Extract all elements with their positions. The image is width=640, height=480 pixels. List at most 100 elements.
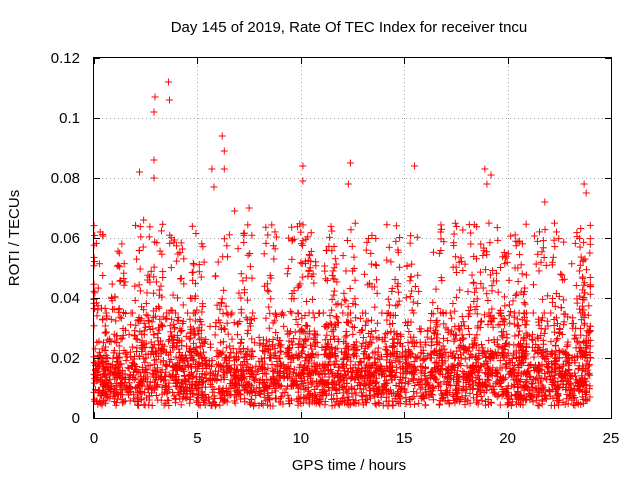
data-point (514, 331, 522, 339)
data-point (517, 375, 525, 383)
data-point (240, 239, 248, 247)
data-point (251, 377, 259, 385)
data-point (392, 222, 400, 230)
data-point (275, 398, 283, 406)
data-point (303, 298, 311, 306)
data-point (336, 377, 344, 385)
data-point (434, 305, 442, 313)
data-point (545, 387, 553, 395)
data-point (445, 369, 453, 377)
data-point (466, 389, 474, 397)
data-point (331, 255, 339, 263)
data-point (142, 323, 150, 331)
data-point (221, 396, 229, 404)
data-point (513, 391, 521, 399)
data-point (394, 390, 402, 398)
data-point (456, 360, 464, 368)
data-point (583, 397, 591, 405)
data-point (231, 399, 239, 407)
data-point (446, 389, 454, 397)
data-point (211, 394, 219, 402)
data-point (248, 367, 256, 375)
data-point (220, 286, 228, 294)
data-point (174, 250, 182, 258)
data-point (176, 395, 184, 403)
data-point (422, 385, 430, 393)
data-point (391, 372, 399, 380)
data-point (495, 391, 503, 399)
data-point (343, 361, 351, 369)
data-point (529, 309, 537, 317)
data-point (246, 373, 254, 381)
data-point (464, 288, 472, 296)
data-point (244, 296, 252, 304)
data-point (321, 370, 329, 378)
data-point (544, 364, 552, 372)
data-point (204, 377, 212, 385)
data-point (121, 370, 129, 378)
data-point (346, 285, 354, 293)
data-point (294, 320, 302, 328)
data-point (496, 401, 504, 409)
data-point (121, 278, 129, 286)
data-point (582, 377, 590, 385)
data-point (571, 401, 579, 409)
data-point (385, 243, 393, 251)
data-point (555, 235, 563, 243)
data-point (299, 177, 307, 185)
data-point (134, 392, 142, 400)
data-point (375, 366, 383, 374)
data-point (218, 132, 226, 140)
data-point (539, 295, 547, 303)
data-point (299, 399, 307, 407)
data-point (117, 276, 125, 284)
data-point (259, 358, 267, 366)
data-point (381, 381, 389, 389)
data-point (479, 344, 487, 352)
data-point (372, 261, 380, 269)
data-point (358, 396, 366, 404)
data-point (150, 108, 158, 116)
data-point (392, 302, 400, 310)
data-point (141, 388, 149, 396)
data-point (99, 370, 107, 378)
data-point (277, 341, 285, 349)
data-point (210, 183, 218, 191)
data-point (529, 336, 537, 344)
data-point (244, 251, 252, 259)
data-point (102, 329, 110, 337)
x-tick-label: 0 (90, 430, 98, 447)
data-point (308, 362, 316, 370)
data-point (529, 281, 537, 289)
data-point (112, 317, 120, 325)
data-point (351, 276, 359, 284)
data-point (402, 294, 410, 302)
data-point (198, 308, 206, 316)
data-point (518, 270, 526, 278)
data-point (384, 295, 392, 303)
data-point (402, 369, 410, 377)
data-point (411, 282, 419, 290)
y-tick-label: 0 (72, 410, 80, 427)
data-point (500, 375, 508, 383)
data-point (560, 296, 568, 304)
data-point (132, 335, 140, 343)
data-point (223, 242, 231, 250)
data-point (297, 228, 305, 236)
data-point (512, 242, 520, 250)
data-point (269, 367, 277, 375)
data-point (330, 332, 338, 340)
data-point (117, 335, 125, 343)
data-point (115, 305, 123, 313)
data-point (237, 305, 245, 313)
data-point (377, 393, 385, 401)
data-point (101, 380, 109, 388)
data-point (411, 162, 419, 170)
data-point (413, 389, 421, 397)
data-point (559, 276, 567, 284)
data-point (325, 373, 333, 381)
data-point (171, 323, 179, 331)
data-point (395, 391, 403, 399)
data-point (378, 336, 386, 344)
data-point (180, 367, 188, 375)
